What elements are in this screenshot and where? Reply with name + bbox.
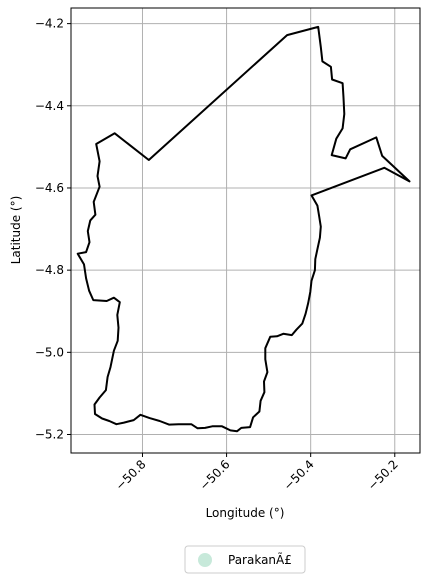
- y-axis-label: Latitude (°): [9, 196, 23, 265]
- y-tick-label: −5.0: [35, 345, 64, 359]
- y-tick-label: −4.2: [35, 17, 64, 31]
- legend-frame: [184, 545, 306, 574]
- y-tick-label: −4.6: [35, 181, 64, 195]
- x-axis-label: Longitude (°): [206, 506, 285, 520]
- y-tick-label: −4.8: [35, 263, 64, 277]
- grid-lines: [71, 8, 420, 453]
- territory-boundary: [76, 25, 411, 433]
- plot-frame: [70, 7, 421, 454]
- legend-marker: [198, 553, 212, 567]
- legend: ParakanÃ£: [184, 545, 306, 574]
- territory-layer: [76, 25, 411, 433]
- y-tick-label: −5.2: [35, 428, 64, 442]
- y-tick-label: −4.4: [35, 99, 64, 113]
- legend-label: ParakanÃ£: [228, 552, 292, 567]
- y-axis-ticks: −4.2 −4.4 −4.6 −4.8 −5.0 −5.2: [35, 17, 71, 442]
